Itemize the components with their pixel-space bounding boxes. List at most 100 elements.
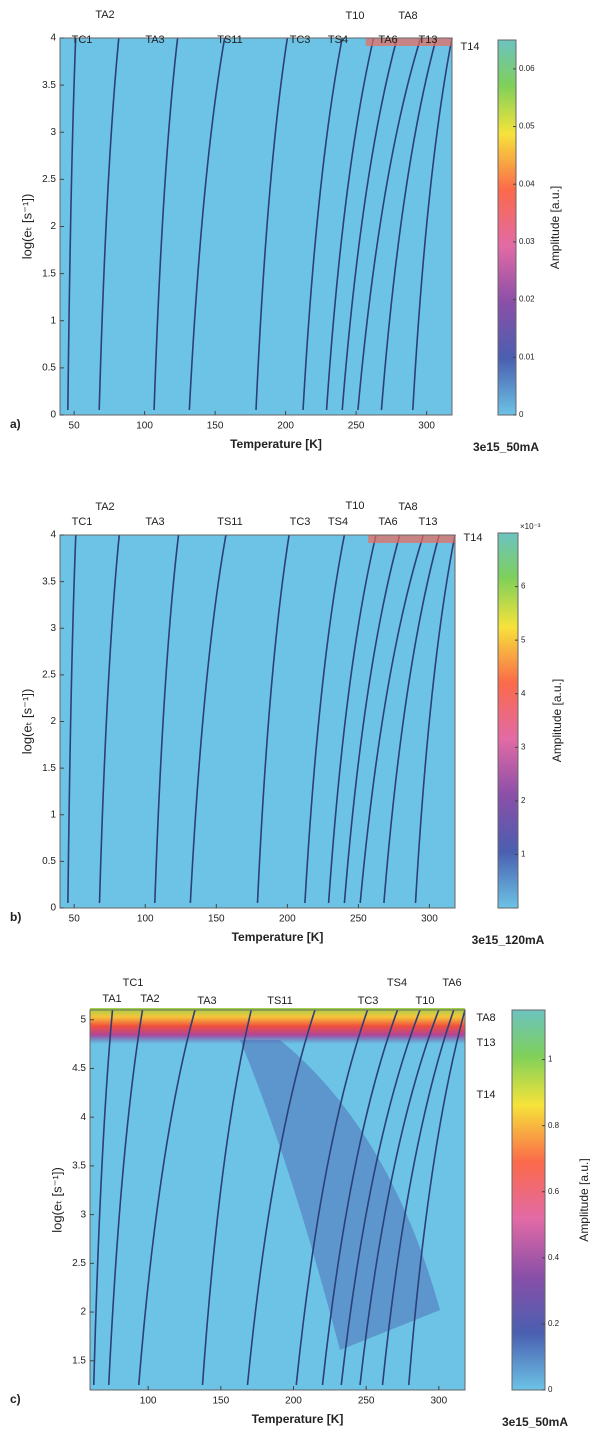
x-tick-label: 100 — [137, 914, 154, 925]
panel-label: b) — [10, 910, 21, 924]
trap-label: TS4 — [328, 34, 348, 46]
trap-label: TA6 — [378, 34, 397, 46]
trap-label: TA6 — [378, 516, 397, 528]
colorbar-label: Amplitude [a.u.] — [548, 186, 562, 269]
y-tick-label: 4 — [50, 530, 56, 541]
signature-line — [407, 1009, 466, 1386]
trap-label: TA2 — [140, 993, 159, 1005]
amplitude-band — [365, 38, 452, 46]
colorbar-tick-label: 1 — [521, 850, 526, 859]
colorbar-multiplier: ×10⁻³ — [520, 522, 541, 531]
colorbar-tick-label: 2 — [521, 796, 526, 805]
y-tick-label: 3 — [50, 127, 56, 138]
x-tick-label: 100 — [140, 1396, 157, 1407]
heatmap-background — [60, 535, 455, 908]
trap-label: T10 — [346, 10, 365, 22]
y-tick-label: 4 — [80, 1112, 86, 1123]
signature-line — [304, 534, 346, 904]
colorbar-tick-label: 0.04 — [519, 179, 535, 188]
signature-line — [92, 1009, 114, 1386]
x-tick-label: 250 — [358, 1396, 375, 1407]
heatmap-background — [90, 1010, 465, 1390]
trap-label: T13 — [477, 1037, 496, 1049]
trap-label: TC1 — [72, 516, 93, 528]
signature-line — [302, 37, 344, 411]
y-tick-label: 0.5 — [42, 363, 56, 374]
signature-line — [107, 1009, 144, 1386]
signature-line — [246, 1009, 316, 1386]
signature-line — [98, 37, 120, 411]
trap-label: TS11 — [267, 995, 292, 1007]
x-axis-label: Temperature [K] — [252, 1412, 344, 1426]
y-tick-label: 1.5 — [72, 1355, 86, 1366]
y-tick-label: 0.5 — [42, 856, 56, 867]
colorbar-tick-label: 0.6 — [548, 1187, 560, 1196]
y-tick-label: 3.5 — [42, 576, 56, 587]
signature-line — [189, 534, 227, 904]
trap-label: TC1 — [72, 34, 93, 46]
trap-label: T13 — [419, 34, 438, 46]
y-tick-label: 0 — [50, 903, 56, 914]
signature-line — [327, 534, 377, 904]
x-axis-label: Temperature [K] — [232, 930, 324, 944]
x-tick-label: 50 — [69, 914, 81, 925]
sample-label: 3e15_50mA — [473, 440, 539, 454]
signature-line — [381, 1009, 455, 1386]
trap-label: TA6 — [442, 977, 461, 989]
colorbar-label: Amplitude [a.u.] — [577, 1158, 590, 1241]
heatmap-background — [60, 38, 452, 415]
x-tick-label: 150 — [208, 914, 225, 925]
signature-line — [359, 534, 425, 904]
colorbar-tick-label: 0.06 — [519, 64, 535, 73]
colorbar — [497, 39, 517, 416]
x-tick-label: 200 — [279, 914, 296, 925]
colorbar-tick-label: 0.05 — [519, 122, 535, 131]
x-tick-label: 150 — [207, 421, 224, 432]
signature-line — [383, 534, 440, 904]
signature-line — [295, 1009, 369, 1386]
colorbar-tick-label: 3 — [521, 742, 526, 751]
y-tick-label: 2.5 — [42, 670, 56, 681]
panel-label: c) — [10, 1392, 21, 1406]
x-tick-label: 250 — [348, 421, 365, 432]
signature-line — [325, 37, 375, 411]
x-axis-label: Temperature [K] — [230, 437, 322, 451]
colorbar-tick-label: 5 — [521, 635, 526, 644]
amplitude-band — [368, 535, 455, 543]
signature-line — [255, 37, 289, 411]
trap-label: T14 — [477, 1089, 496, 1101]
y-tick-label: 2 — [80, 1307, 86, 1318]
colorbar-label: Amplitude [a.u.] — [550, 679, 564, 762]
colorbar-tick-label: 0.02 — [519, 295, 535, 304]
signature-line — [154, 534, 180, 904]
signature-line — [414, 534, 456, 904]
signature-line — [256, 534, 290, 904]
trap-label: TA2 — [95, 501, 114, 513]
trap-label: TC3 — [290, 34, 311, 46]
signature-line — [321, 1009, 399, 1386]
signature-line — [201, 1009, 253, 1386]
signature-line — [153, 37, 179, 411]
colorbar — [497, 532, 519, 909]
y-tick-label: 0 — [50, 410, 56, 421]
trap-label: T14 — [461, 41, 480, 53]
x-tick-label: 300 — [418, 421, 435, 432]
trap-label: T10 — [416, 995, 435, 1007]
colorbar — [511, 1009, 546, 1391]
y-tick-label: 2.5 — [42, 174, 56, 185]
signature-line — [98, 534, 121, 904]
amplitude-region — [240, 1040, 440, 1350]
signature-line — [67, 534, 77, 904]
y-tick-label: 3 — [80, 1209, 86, 1220]
sample-label: 3e15_120mA — [472, 933, 545, 947]
y-axis-label: log(eₜ [s⁻¹]) — [49, 1167, 64, 1233]
trap-label: TA3 — [197, 995, 216, 1007]
colorbar-tick-label: 6 — [521, 582, 526, 591]
trap-label: TS4 — [387, 977, 407, 989]
y-tick-label: 4 — [50, 33, 56, 44]
signature-line — [67, 37, 77, 411]
trap-label: T13 — [419, 516, 438, 528]
y-tick-label: 4.5 — [72, 1063, 86, 1074]
trap-label: TA8 — [398, 501, 417, 513]
